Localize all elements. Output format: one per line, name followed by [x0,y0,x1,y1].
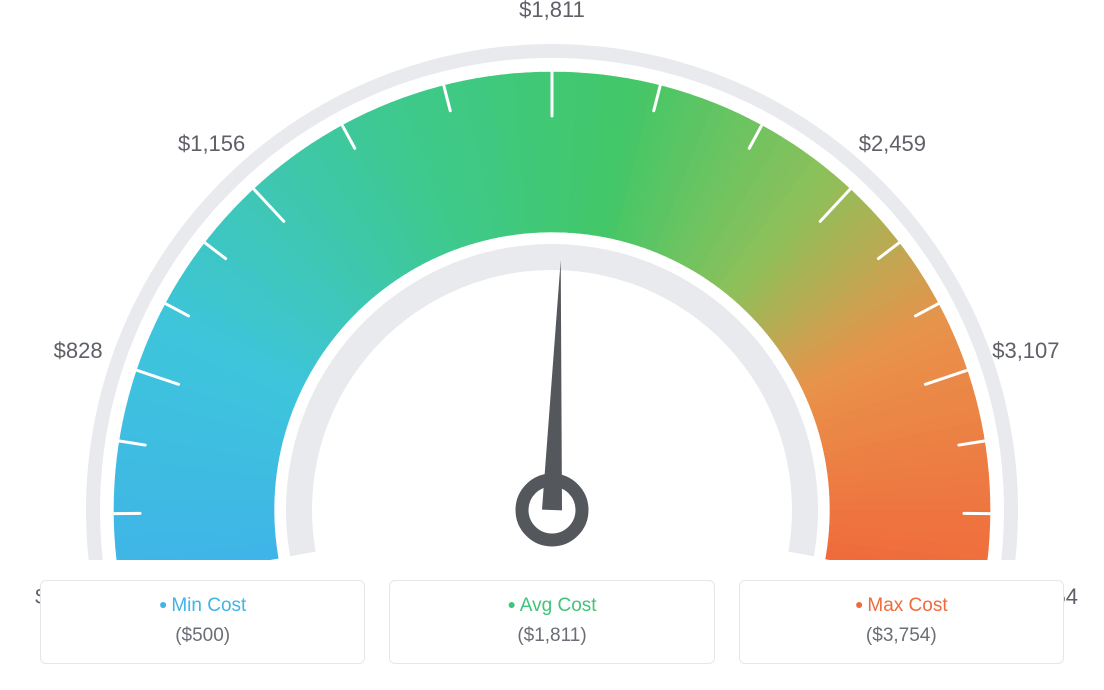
legend-title-avg: Avg Cost [400,595,703,617]
legend-value-avg: ($1,811) [400,625,703,647]
tick-label: $1,156 [178,131,245,157]
legend-card-avg: Avg Cost ($1,811) [389,580,714,664]
legend-card-min: Min Cost ($500) [40,580,365,664]
tick-label: $3,107 [992,338,1059,364]
legend-card-max: Max Cost ($3,754) [739,580,1064,664]
tick-label: $2,459 [859,131,926,157]
legend-title-min: Min Cost [51,595,354,617]
legend-value-min: ($500) [51,625,354,647]
cost-gauge: $500$828$1,156$1,811$2,459$3,107$3,754 [0,0,1104,560]
legend-value-max: ($3,754) [750,625,1053,647]
gauge-svg [0,0,1104,560]
needle [542,260,562,510]
legend-row: Min Cost ($500) Avg Cost ($1,811) Max Co… [40,580,1064,664]
tick-label: $1,811 [519,0,585,23]
tick-label: $828 [54,338,103,364]
legend-title-max: Max Cost [750,595,1053,617]
